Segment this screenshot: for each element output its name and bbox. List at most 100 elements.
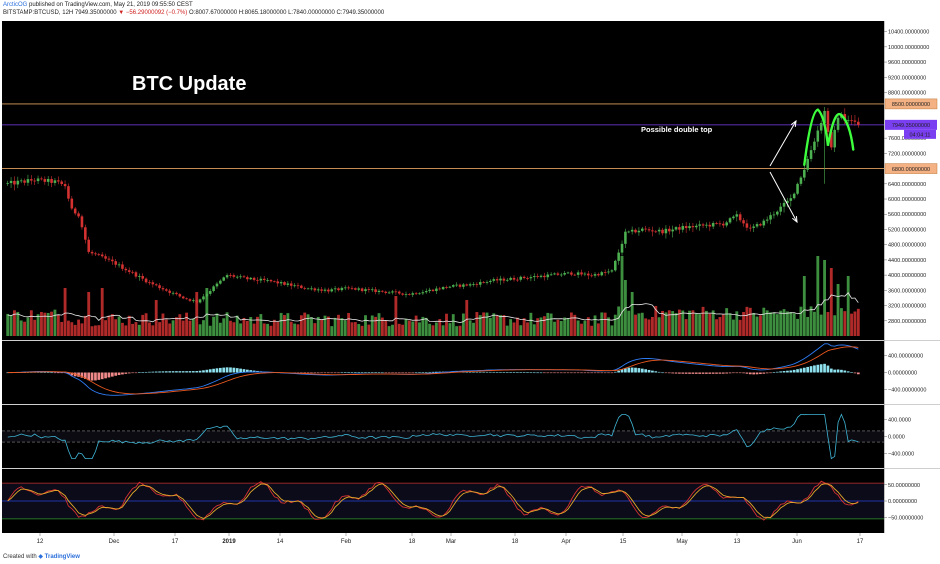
volume-bar [121, 322, 124, 336]
candle-body [516, 279, 519, 281]
macd-histogram-bar [829, 368, 833, 373]
macd-histogram-bar [492, 371, 496, 373]
volume-bar [391, 324, 394, 336]
volume-bar [239, 323, 243, 336]
candle-body [752, 226, 755, 228]
tradingview-link[interactable]: TradingView [44, 554, 80, 560]
price-tick-label: 5200.00000000 [888, 227, 926, 233]
candle-body [765, 219, 769, 221]
volume-bar [370, 315, 374, 336]
candle-body [367, 289, 371, 290]
candle-body [381, 290, 384, 292]
macd-histogram-bar [198, 370, 202, 373]
macd-histogram-bar [205, 369, 209, 373]
volume-bar [539, 317, 543, 336]
volume-bar [401, 324, 405, 336]
candle-body [833, 129, 836, 148]
volume-bar [131, 323, 134, 336]
candle-body [813, 141, 816, 151]
macd-histogram-bar [330, 372, 334, 374]
candle-body [26, 179, 30, 183]
candle-body [819, 123, 823, 131]
volume-bar [732, 319, 735, 336]
volume-bar [208, 325, 212, 336]
candle-body [806, 158, 809, 170]
candle-body [458, 284, 462, 287]
price-tick-label: 7200.00000000 [888, 151, 926, 157]
macd-histogram-bar [164, 371, 168, 373]
macd-histogram-bar [546, 372, 550, 374]
candle-body [40, 178, 43, 180]
double-top-drawing [803, 108, 855, 166]
volume-bar [759, 315, 762, 336]
candle-body [259, 278, 263, 281]
volume-bar [43, 312, 47, 336]
macd-histogram-bar [327, 372, 330, 374]
candle-body [786, 200, 789, 203]
volume-bar [553, 321, 556, 336]
candle-body [661, 229, 664, 234]
volume-bar [134, 322, 138, 336]
volume-bar [526, 322, 529, 336]
candle-body [239, 276, 242, 278]
volume-bar [688, 310, 691, 336]
volume-bar [23, 321, 26, 336]
macd-histogram-bar [813, 365, 816, 373]
candle-body [100, 254, 104, 257]
candle-body [624, 231, 627, 244]
candle-body [198, 299, 202, 303]
volume-bar [492, 313, 496, 336]
candle-body [634, 229, 637, 233]
volume-bar [465, 300, 469, 336]
tradingview-logo-icon: ◆ [38, 554, 43, 560]
candle-body [627, 231, 631, 233]
candle-body [232, 275, 236, 277]
volume-bar [320, 319, 324, 336]
macd-histogram-bar [505, 372, 509, 373]
candle-body [664, 228, 668, 234]
volume-bar [472, 322, 475, 336]
macd-histogram-bar [586, 372, 590, 374]
macd-histogram-bar [77, 372, 80, 377]
volume-bar [26, 317, 30, 336]
volume-bar [613, 314, 617, 336]
volume-bar [829, 268, 833, 336]
candle-body [316, 289, 320, 291]
volume-bar [705, 310, 708, 336]
volume-bar [569, 312, 573, 336]
macd-histogram-bar [188, 371, 192, 373]
volume-bar [404, 318, 408, 336]
volume-bar [640, 312, 644, 336]
volume-bar [671, 311, 675, 336]
macd-histogram-bar [343, 372, 347, 373]
candle-body [411, 293, 415, 295]
volume-bar [80, 323, 84, 336]
volume-bar [387, 326, 391, 336]
volume-bar [303, 312, 307, 336]
macd-histogram-bar [171, 371, 175, 373]
candle-body [428, 289, 431, 292]
candle-body [489, 280, 492, 282]
candle-body [104, 256, 107, 259]
pane-tick-label: −50.00000000 [888, 515, 923, 521]
candle-body [603, 272, 607, 273]
author-link[interactable]: ArcticOG [3, 2, 28, 8]
macd-histogram-bar [408, 372, 411, 374]
candle-body [347, 287, 350, 289]
candle-body [674, 227, 678, 230]
volume-bar [50, 311, 53, 336]
publish-line: ArcticOG published on TradingView.com, M… [3, 1, 933, 9]
candle-body [749, 227, 752, 229]
candle-body [394, 291, 398, 293]
macd-histogram-bar [178, 371, 182, 373]
macd-histogram-bar [664, 372, 668, 374]
volume-bar [536, 318, 540, 336]
macd-histogram-bar [661, 372, 664, 374]
macd-histogram-bar [495, 371, 499, 373]
volume-bar [610, 325, 614, 336]
volume-bar [718, 317, 722, 336]
volume-bar [786, 311, 789, 336]
candle-body [792, 193, 796, 199]
volume-bar [110, 314, 114, 336]
